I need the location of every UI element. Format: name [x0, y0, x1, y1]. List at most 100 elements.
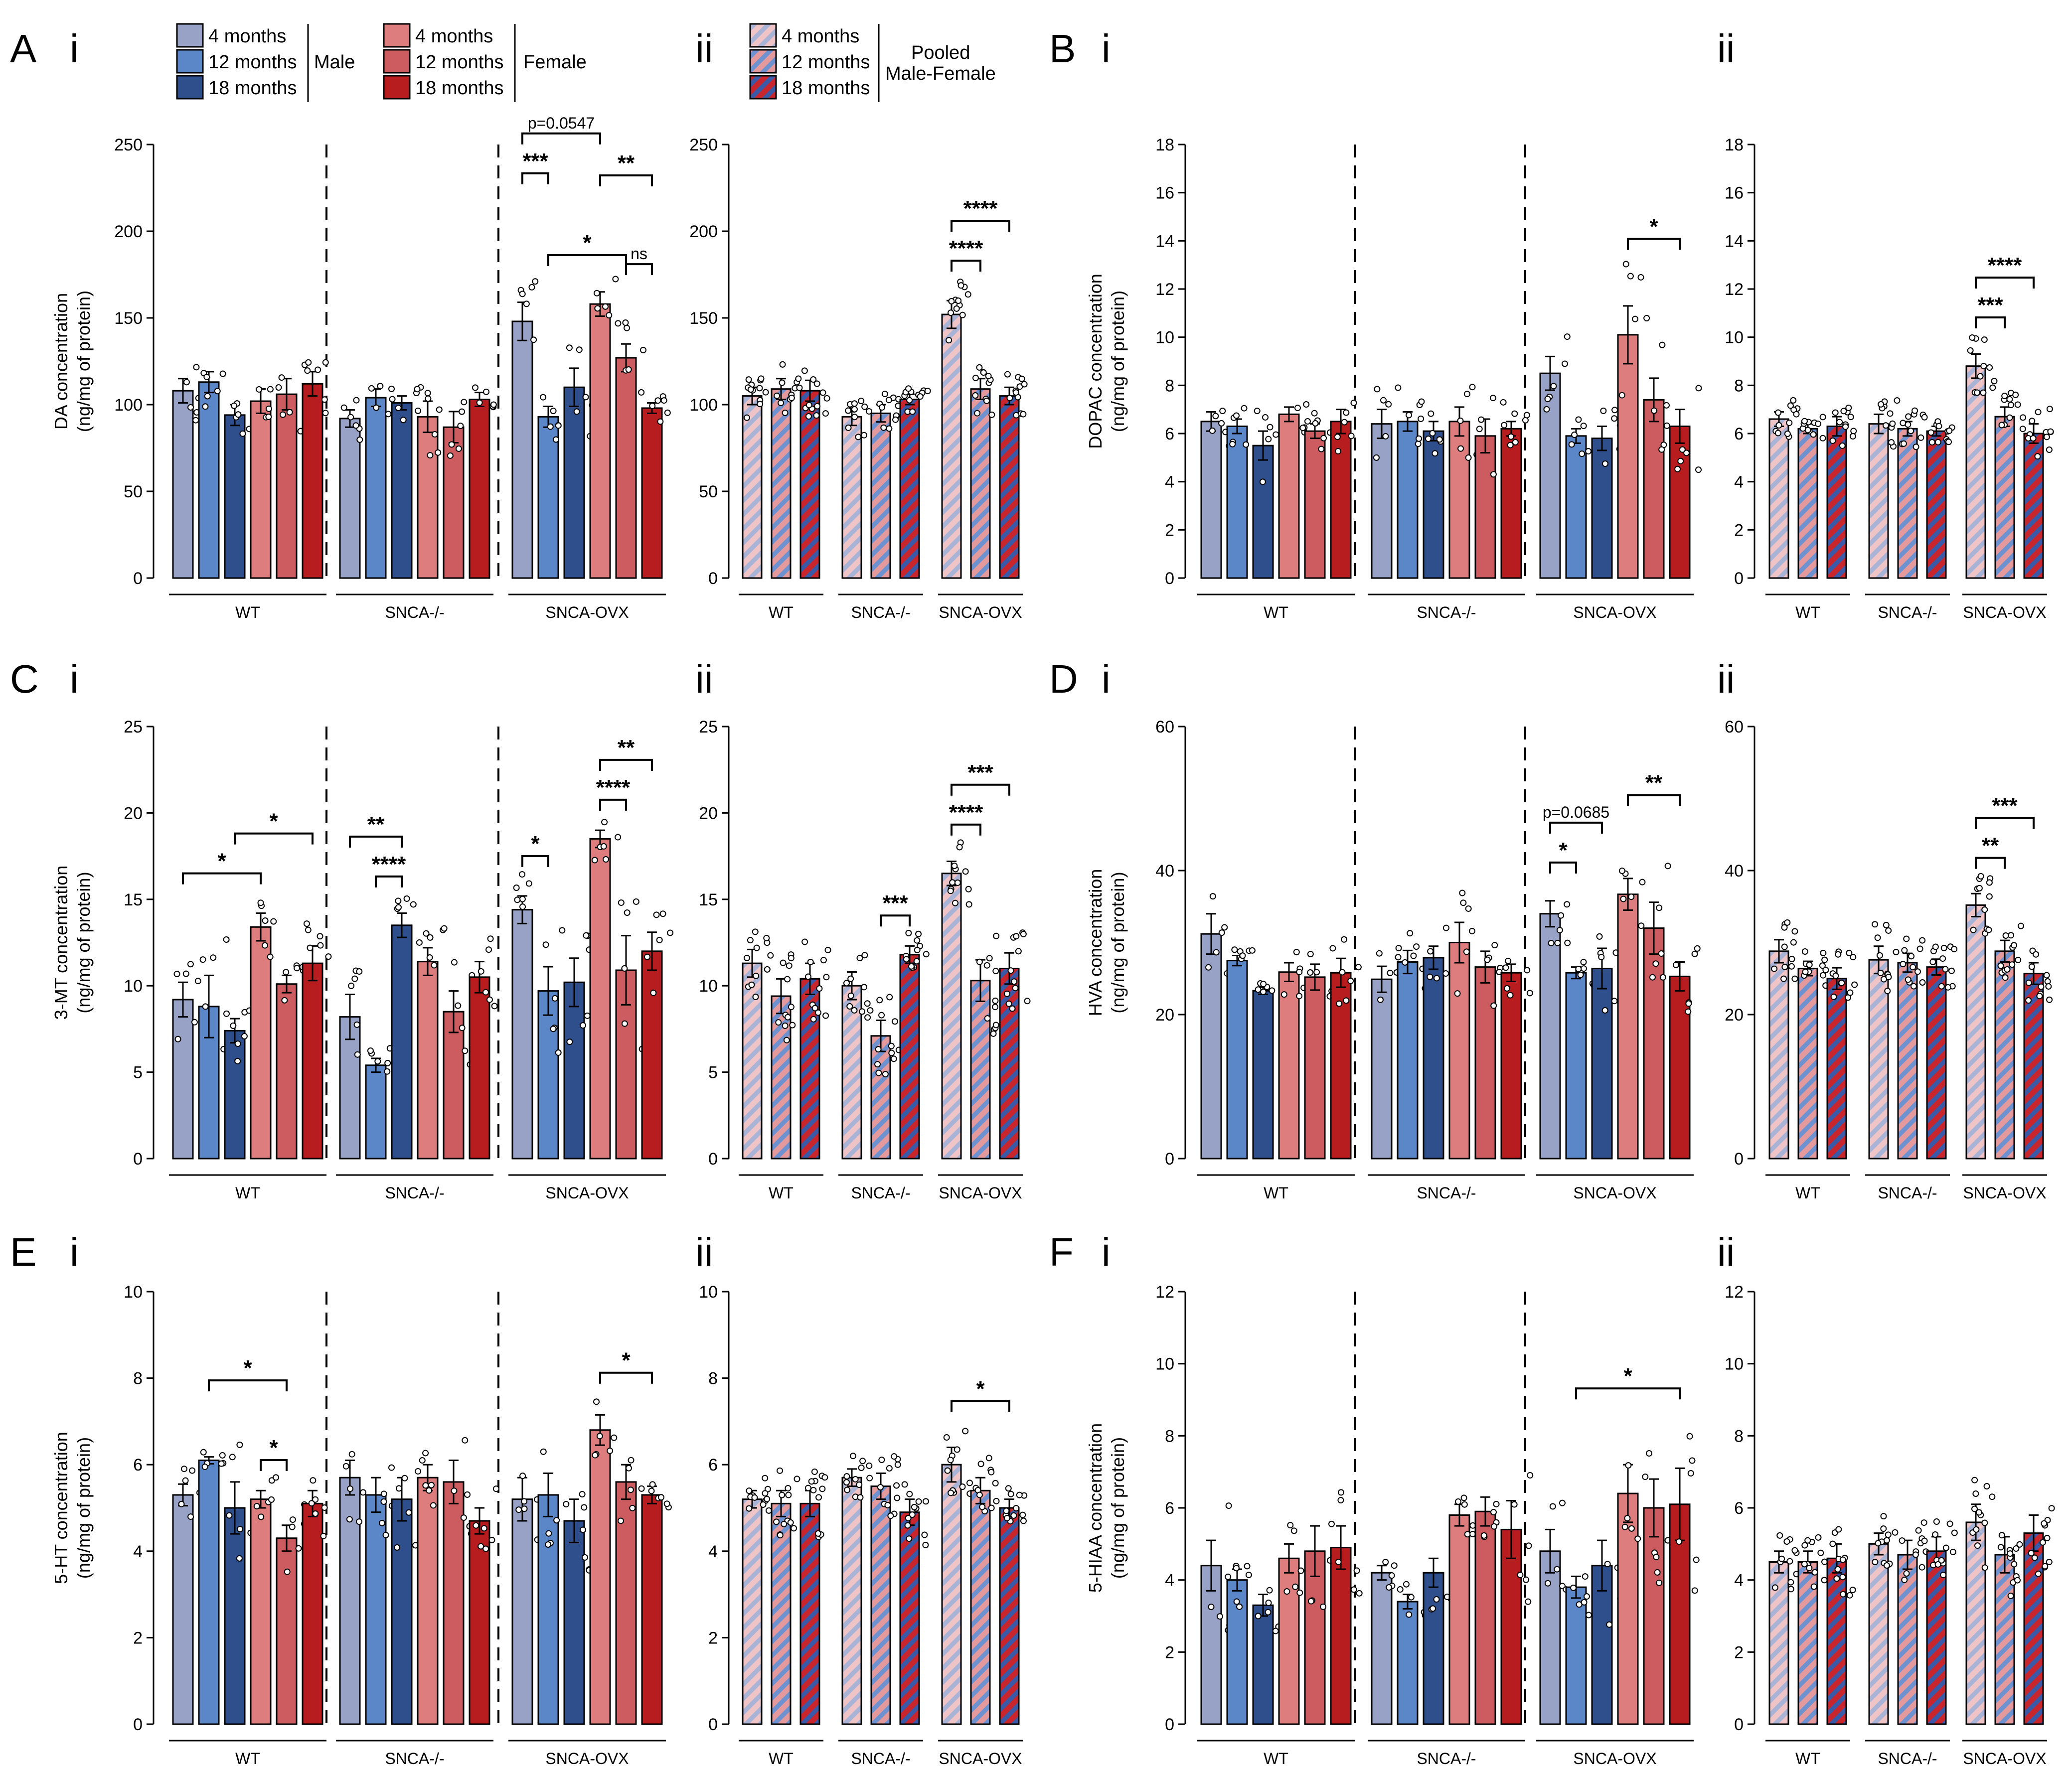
data-point — [321, 396, 328, 403]
data-point — [801, 938, 808, 945]
bar — [1539, 1550, 1561, 1725]
data-point — [823, 974, 830, 981]
data-point — [1328, 1520, 1335, 1527]
y-tick-label: 20 — [1725, 1006, 1744, 1025]
data-point — [887, 1512, 894, 1519]
data-point — [1981, 906, 1988, 913]
data-point — [1784, 919, 1791, 926]
data-point — [881, 391, 888, 398]
data-point — [2043, 972, 2050, 979]
data-point — [1231, 946, 1238, 953]
data-point — [823, 395, 830, 402]
bar — [615, 357, 637, 579]
data-point — [851, 406, 858, 413]
data-point — [312, 1510, 319, 1517]
bar — [742, 395, 763, 579]
data-point — [980, 369, 987, 376]
bar — [2023, 973, 2044, 1160]
data-point — [1561, 360, 1568, 367]
bar — [1591, 968, 1613, 1160]
data-point — [1005, 1000, 1012, 1007]
data-point — [1880, 1513, 1887, 1520]
data-point — [1341, 419, 1348, 426]
significance-label: **** — [596, 775, 631, 800]
data-point — [2028, 1550, 2035, 1557]
y-tick-label: 20 — [699, 804, 718, 823]
data-point — [763, 935, 770, 942]
bar — [1252, 990, 1274, 1160]
data-point — [861, 403, 868, 410]
data-point — [805, 402, 812, 409]
sub-label-e-ii: ii — [695, 1230, 713, 1274]
significance-label: **** — [372, 852, 406, 877]
data-point — [1580, 423, 1587, 430]
data-point — [1910, 964, 1916, 971]
bar — [841, 416, 862, 579]
data-point — [395, 897, 402, 904]
data-point — [1778, 1555, 1785, 1562]
data-point — [885, 397, 892, 404]
data-point — [1787, 1579, 1794, 1586]
y-tick-label: 10 — [1155, 328, 1174, 347]
significance-label: ** — [1982, 834, 1999, 858]
data-point — [1385, 401, 1392, 408]
data-point — [990, 1030, 997, 1037]
data-point — [422, 1482, 429, 1489]
data-point — [2038, 983, 2045, 990]
data-point — [1775, 409, 1782, 416]
data-point — [1981, 1519, 1988, 1526]
data-point — [1427, 948, 1434, 955]
data-point — [491, 1003, 498, 1010]
data-point — [1416, 435, 1423, 442]
bar — [1868, 1543, 1889, 1725]
data-point — [235, 411, 242, 418]
y-axis-label-units: (ng/mg of protein) — [73, 1437, 94, 1579]
data-point — [482, 1545, 489, 1552]
data-point — [1900, 440, 1907, 447]
data-point — [317, 942, 324, 949]
data-point — [1781, 943, 1788, 950]
panel-letter-c: C — [10, 657, 39, 701]
data-point — [816, 985, 823, 992]
data-point — [2048, 1505, 2055, 1512]
data-point — [1881, 976, 1888, 983]
legend-swatch-male-4 — [176, 23, 204, 48]
legend-swatch-male-18 — [176, 75, 204, 100]
data-point — [1212, 413, 1219, 420]
data-point — [380, 1490, 387, 1497]
data-point — [1949, 1548, 1956, 1555]
data-point — [993, 932, 1000, 939]
data-point — [857, 1494, 864, 1501]
data-point — [810, 1486, 817, 1493]
data-point — [1946, 1520, 1953, 1527]
bar — [1397, 961, 1419, 1160]
data-point — [1967, 347, 1974, 354]
data-point — [746, 1487, 753, 1494]
data-point — [756, 385, 763, 392]
bar — [1643, 1507, 1665, 1725]
data-point — [1786, 1558, 1793, 1565]
data-point — [808, 1478, 815, 1485]
bar — [1448, 942, 1470, 1160]
data-point — [1913, 444, 1919, 450]
data-point — [779, 379, 786, 386]
data-point — [2039, 1539, 2046, 1546]
data-point — [1821, 1558, 1828, 1565]
data-point — [1395, 954, 1402, 961]
data-point — [1009, 1005, 1016, 1012]
data-point — [322, 410, 329, 417]
bar — [1797, 968, 1818, 1160]
y-tick-label: 2 — [708, 1628, 718, 1647]
bar — [1617, 893, 1639, 1160]
data-point — [985, 373, 992, 380]
significance-bracket — [951, 1400, 1010, 1412]
data-point — [1628, 1525, 1635, 1532]
y-tick-label: 12 — [1155, 1283, 1174, 1302]
data-point — [794, 1476, 800, 1482]
bar — [1868, 959, 1889, 1160]
data-point — [2033, 951, 2040, 958]
bar — [1926, 430, 1947, 579]
bar — [276, 1537, 298, 1725]
data-point — [627, 1486, 634, 1493]
bar — [1448, 421, 1470, 579]
